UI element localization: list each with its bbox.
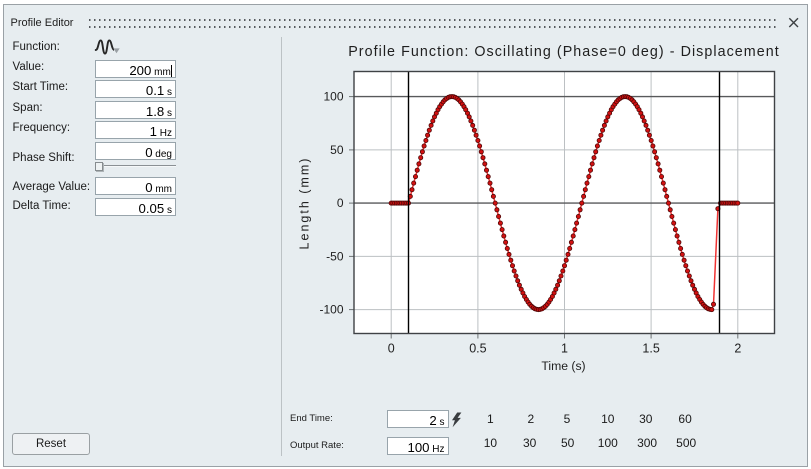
- svg-text:100: 100: [323, 90, 343, 104]
- svg-text:-100: -100: [319, 303, 343, 317]
- svg-text:Time (s): Time (s): [541, 359, 585, 373]
- svg-text:1.5: 1.5: [642, 342, 659, 356]
- svg-text:0.5: 0.5: [469, 342, 486, 356]
- svg-text:0: 0: [337, 196, 344, 210]
- svg-text:50: 50: [330, 143, 344, 157]
- svg-text:Profile Function: Oscillating: Profile Function: Oscillating (Phase=0 d…: [348, 44, 780, 60]
- svg-text:-50: -50: [326, 249, 344, 263]
- svg-text:1: 1: [561, 342, 568, 356]
- svg-text:Length (mm): Length (mm): [298, 157, 312, 250]
- svg-text:0: 0: [388, 342, 395, 356]
- svg-text:2: 2: [734, 342, 741, 356]
